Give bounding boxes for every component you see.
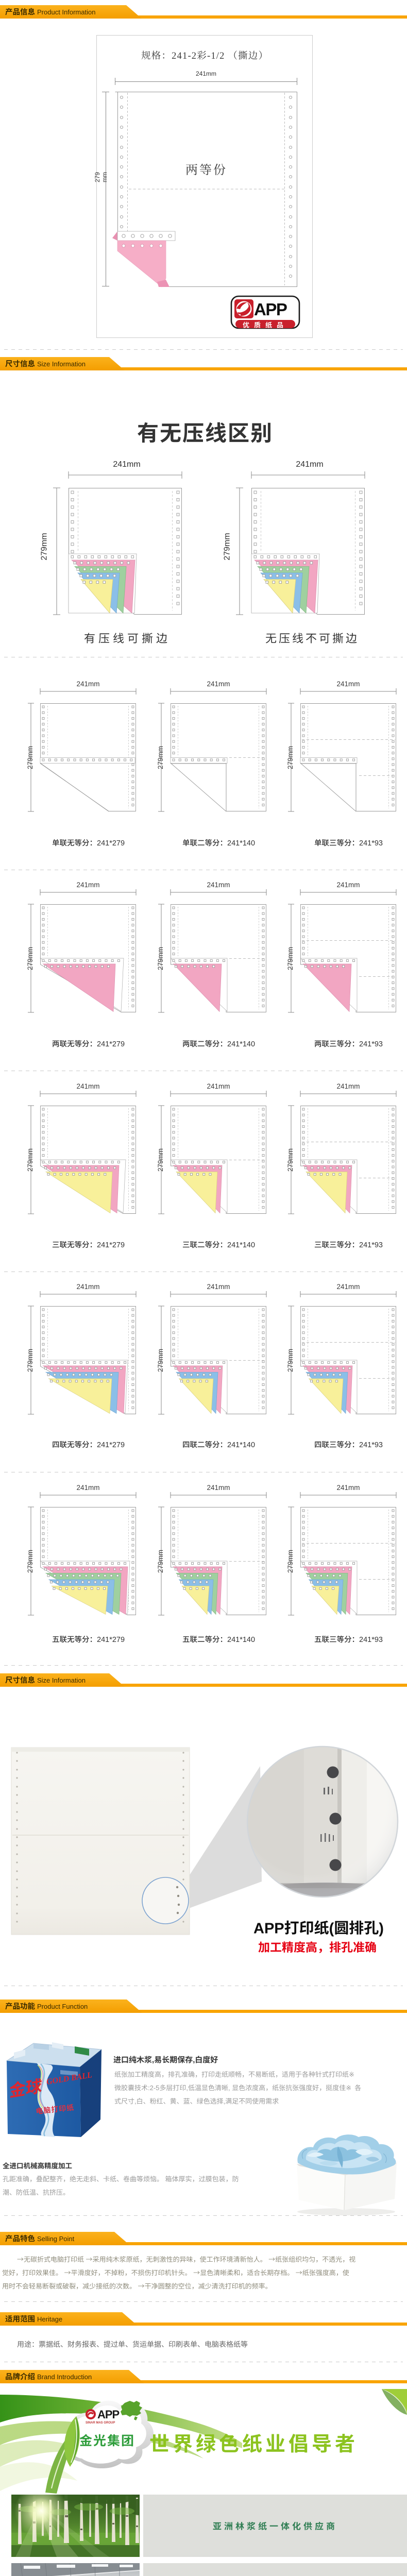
svg-text:241*140: 241*140 [227,839,255,848]
svg-text:(: ( [329,1920,334,1937]
svg-text:241*93: 241*93 [359,1441,383,1449]
svg-text::2-5: :2-5 [148,2084,159,2092]
svg-text:,: , [152,2056,154,2064]
svg-text:,: , [186,2084,188,2092]
svg-text:※: ※ [346,2084,351,2092]
svg-text:241*93: 241*93 [359,1241,383,1249]
svg-text:241*279: 241*279 [97,839,125,848]
svg-text:,: , [224,2097,226,2105]
svg-text:241*93: 241*93 [359,839,383,848]
svg-text:-1/2: -1/2 [207,51,225,61]
svg-text:241*140: 241*140 [227,1241,255,1249]
svg-text:241*93: 241*93 [359,1040,383,1048]
svg-text:,: , [134,2097,137,2105]
svg-text:241*140: 241*140 [227,1441,255,1449]
svg-text:241*140: 241*140 [227,1636,255,1644]
svg-text:APP: APP [254,300,287,319]
svg-text:APP: APP [253,1920,284,1937]
svg-text:※: ※ [349,2071,354,2078]
svg-text:): ) [379,1920,384,1937]
svg-text:241*279: 241*279 [97,1636,125,1644]
svg-text:SINAR MAS GROUP: SINAR MAS GROUP [86,2421,115,2425]
svg-text:APP: APP [97,2408,120,2421]
svg-text:241-2: 241-2 [172,51,197,61]
svg-text:241*93: 241*93 [359,1636,383,1644]
svg-text:,: , [193,2056,195,2064]
svg-text:,: , [228,2084,230,2092]
svg-text:241*140: 241*140 [227,1040,255,1048]
svg-text:241*279: 241*279 [97,1441,125,1449]
svg-text:241*279: 241*279 [97,1241,125,1249]
svg-text:241*279: 241*279 [97,1040,125,1048]
